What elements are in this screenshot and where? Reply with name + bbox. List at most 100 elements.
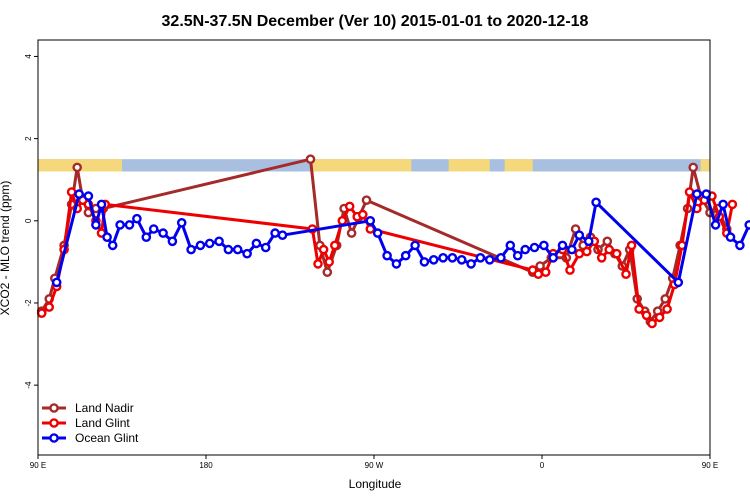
- point-ocean-glint-20: [232, 244, 243, 255]
- series-ocean-glint: [51, 189, 750, 288]
- point-land-glint-39: [662, 304, 672, 314]
- legend-label-ocean-glint: Ocean Glint: [75, 431, 139, 445]
- point-ocean-glint-36: [456, 254, 467, 265]
- point-land-glint-19: [357, 209, 368, 220]
- point-ocean-glint-19: [223, 244, 234, 255]
- point-land-glint-1: [44, 302, 55, 312]
- point-ocean-glint-49: [574, 230, 585, 240]
- series-land-nadir: [36, 154, 732, 327]
- point-land-glint-26: [565, 265, 575, 275]
- point-land-glint-48: [727, 199, 738, 210]
- x-tick-label-2: 90 W: [365, 461, 384, 470]
- point-ocean-glint-41: [505, 240, 516, 251]
- point-ocean-glint-56: [718, 199, 728, 210]
- point-ocean-glint-25: [277, 230, 288, 240]
- point-ocean-glint-6: [107, 240, 118, 251]
- point-land-nadir-12: [322, 267, 333, 278]
- point-ocean-glint-33: [428, 254, 439, 265]
- land-segment-2: [448, 159, 490, 172]
- point-ocean-glint-37: [466, 259, 476, 269]
- point-ocean-glint-15: [186, 244, 196, 255]
- y-axis-label: XCO2 - MLO trend (ppm): [0, 181, 12, 316]
- x-tick-label-1: 180: [199, 461, 213, 470]
- point-land-glint-36: [641, 310, 652, 321]
- point-land-glint-38: [654, 312, 665, 323]
- point-ocean-glint-35: [447, 252, 458, 263]
- point-land-glint-34: [626, 240, 637, 251]
- point-ocean-glint-54: [701, 189, 712, 199]
- point-ocean-glint-51: [591, 197, 601, 208]
- point-ocean-glint-50: [583, 236, 594, 247]
- legend-marker-land-nadir: [49, 403, 59, 413]
- point-land-glint-30: [596, 252, 607, 263]
- point-ocean-glint-3: [91, 220, 101, 230]
- point-ocean-glint-45: [539, 240, 549, 251]
- point-land-nadir-19: [535, 261, 545, 271]
- land-segment-4: [700, 159, 710, 172]
- y-tick-label-4: 4: [24, 54, 33, 59]
- land-segment-1: [312, 159, 412, 172]
- point-ocean-glint-23: [260, 242, 271, 253]
- point-land-nadir-26: [602, 236, 613, 247]
- point-ocean-glint-44: [529, 242, 540, 253]
- point-ocean-glint-55: [710, 220, 721, 230]
- point-ocean-glint-29: [391, 259, 402, 269]
- point-land-nadir-5: [72, 162, 82, 173]
- point-ocean-glint-16: [195, 240, 206, 251]
- chart-title: 32.5N-37.5N December (Ver 10) 2015-01-01…: [162, 13, 589, 30]
- point-ocean-glint-52: [673, 277, 684, 288]
- legend-label-land-nadir: Land Nadir: [75, 401, 134, 415]
- point-ocean-glint-18: [214, 236, 224, 247]
- point-land-glint-33: [621, 269, 631, 280]
- x-axis-label: Longitude: [349, 477, 402, 491]
- point-ocean-glint-14: [176, 217, 187, 228]
- point-ocean-glint-9: [132, 213, 142, 224]
- point-ocean-glint-2: [83, 191, 94, 201]
- point-land-glint-22: [533, 269, 544, 280]
- point-ocean-glint-12: [158, 228, 168, 238]
- point-ocean-glint-1: [74, 189, 84, 199]
- point-ocean-glint-42: [512, 250, 523, 261]
- point-ocean-glint-7: [115, 220, 125, 230]
- point-ocean-glint-8: [124, 220, 135, 230]
- point-ocean-glint-57: [725, 232, 736, 242]
- point-ocean-glint-31: [410, 240, 420, 251]
- legend-marker-ocean-glint: [49, 433, 59, 443]
- legend-label-land-glint: Land Glint: [75, 416, 130, 430]
- point-ocean-glint-40: [496, 252, 506, 263]
- point-ocean-glint-5: [102, 232, 112, 242]
- point-ocean-glint-22: [251, 238, 262, 249]
- point-ocean-glint-4: [96, 199, 107, 210]
- point-ocean-glint-10: [141, 232, 152, 242]
- land-mask-band: [38, 159, 710, 172]
- land-segment-3: [504, 159, 533, 172]
- point-land-glint-35: [634, 304, 644, 314]
- point-ocean-glint-38: [475, 252, 486, 263]
- point-land-glint-17: [344, 201, 355, 212]
- point-ocean-glint-28: [382, 250, 392, 261]
- point-land-nadir-38: [688, 162, 699, 173]
- point-land-glint-27: [574, 248, 585, 259]
- point-land-glint-31: [604, 244, 615, 255]
- x-tick-label-0: 90 E: [30, 461, 46, 470]
- y-tick-label-0: -4: [24, 381, 33, 389]
- x-tick-label-4: 90 E: [702, 461, 718, 470]
- point-land-glint-0: [36, 308, 47, 319]
- point-land-glint-42: [684, 187, 695, 197]
- point-ocean-glint-30: [400, 250, 411, 261]
- point-land-glint-13: [318, 244, 329, 255]
- point-land-glint-28: [582, 246, 592, 257]
- point-ocean-glint-59: [744, 220, 750, 230]
- point-land-nadir-10: [305, 154, 316, 164]
- point-land-nadir-17: [361, 195, 372, 205]
- point-ocean-glint-21: [242, 248, 252, 259]
- point-ocean-glint-53: [692, 189, 702, 199]
- point-ocean-glint-27: [372, 228, 383, 238]
- point-ocean-glint-39: [484, 254, 495, 265]
- point-ocean-glint-11: [148, 224, 159, 234]
- point-ocean-glint-26: [365, 215, 376, 226]
- point-ocean-glint-0: [51, 277, 62, 288]
